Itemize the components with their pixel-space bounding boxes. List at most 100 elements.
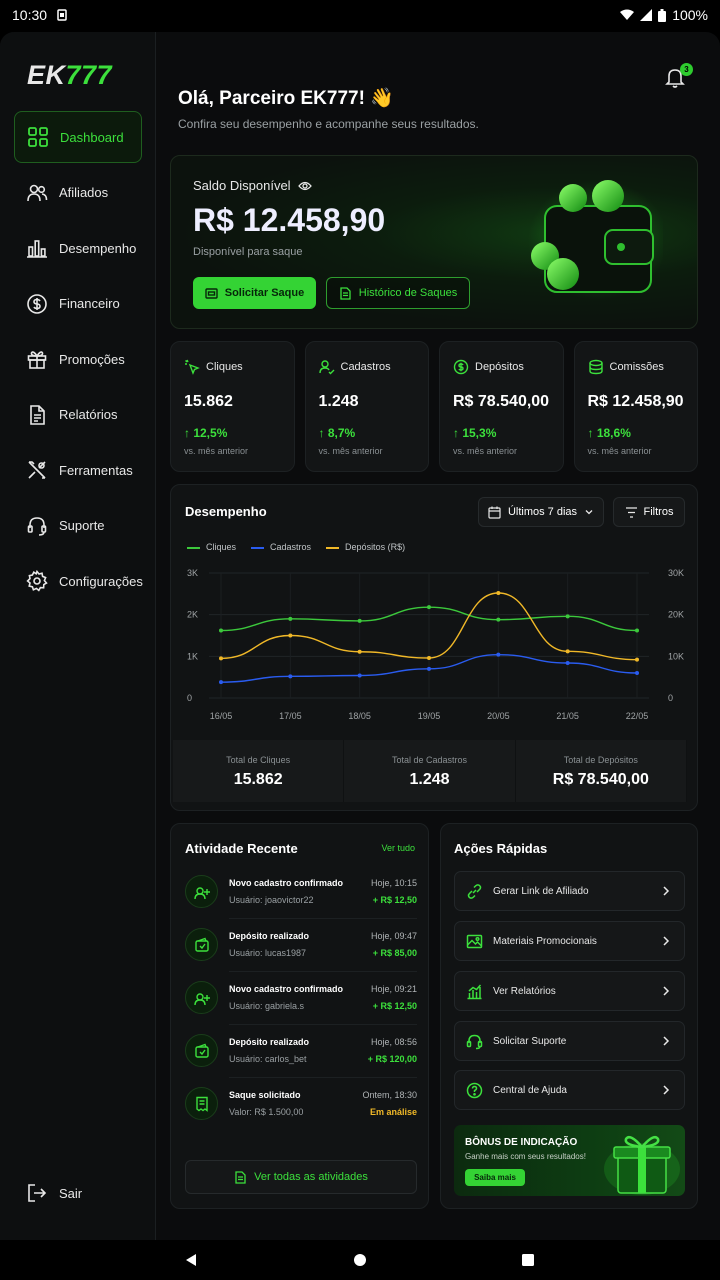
sidebar: EK777 Dashboard Afiliados Desempenho Fin… [0, 32, 156, 1240]
balance-label: Saldo Disponível [193, 178, 291, 193]
data-point-2 [288, 633, 293, 638]
performance-card: Desempenho Últimos 7 dias Filtros Clique… [170, 484, 698, 811]
x-tick-label: 16/05 [210, 711, 233, 721]
withdraw-history-label: Histórico de Saques [358, 287, 458, 299]
data-point-0 [427, 605, 431, 610]
see-all-link[interactable]: Ver tudo [381, 843, 415, 853]
data-point-0 [635, 628, 639, 633]
status-bar: 10:30 100% [0, 0, 720, 30]
stat-compare: vs. mês anterior [184, 446, 249, 456]
legend-item-depositos[interactable]: Depósitos (R$) [326, 542, 405, 552]
headset-icon [27, 516, 47, 536]
gift-icon [27, 351, 47, 369]
filter-icon [625, 506, 637, 518]
dollar-circle-icon [27, 293, 47, 314]
data-point-1 [635, 671, 639, 675]
view-all-activities-button[interactable]: Ver todas as atividades [185, 1160, 417, 1194]
sidebar-nav: Dashboard Afiliados Desempenho Financeir… [14, 111, 143, 611]
page-subtitle: Confira seu desempenho e acompanhe seus … [178, 117, 479, 131]
data-point-2 [635, 657, 639, 662]
stat-change: ↑ 12,5% [184, 426, 228, 440]
activity-icon-wrap [185, 1087, 218, 1120]
sidebar-item-ferramentas[interactable]: Ferramentas [14, 444, 142, 496]
withdraw-history-button[interactable]: Histórico de Saques [326, 277, 470, 309]
notification-badge: 3 [680, 63, 693, 76]
recents-icon[interactable] [521, 1253, 535, 1267]
bonus-title: BÔNUS DE INDICAÇÃO [465, 1137, 578, 1148]
quick-action-label: Ver Relatórios [493, 985, 556, 997]
quick-action-label: Gerar Link de Afiliado [493, 885, 589, 897]
stat-value: R$ 12.458,90 [587, 393, 684, 410]
sidebar-item-afiliados[interactable]: Afiliados [14, 167, 142, 219]
stat-change: ↑ 8,7% [318, 426, 356, 440]
app-window: EK777 Dashboard Afiliados Desempenho Fin… [0, 32, 720, 1240]
sidebar-item-configuracoes[interactable]: Configurações [14, 555, 143, 607]
document-icon [340, 286, 351, 300]
wifi-icon [620, 9, 635, 20]
quick-action-promo-materials[interactable]: Materiais Promocionais [454, 921, 685, 961]
quick-action-affiliate-link[interactable]: Gerar Link de Afiliado [454, 871, 685, 911]
total-label: Total de Cadastros [391, 755, 468, 765]
activity-item[interactable]: Novo cadastro confirmado Usuário: gabriel… [185, 981, 417, 1033]
filters-label: Filtros [643, 506, 674, 518]
quick-action-help-center[interactable]: Central de Ajuda [454, 1070, 685, 1110]
balance-caption: Disponível para saque [193, 246, 303, 258]
quick-action-label: Solicitar Suporte [493, 1035, 567, 1047]
activity-item[interactable]: Novo cadastro confirmado Usuário: joaovic… [185, 875, 417, 927]
user-check-icon [318, 360, 334, 375]
quick-action-support[interactable]: Solicitar Suporte [454, 1021, 685, 1061]
date-range-dropdown[interactable]: Últimos 7 dias [478, 497, 604, 527]
total-cliques: Total de Cliques 15.862 [173, 740, 345, 802]
stat-header: Comissões [588, 359, 664, 375]
y-tick-right: 10K [668, 651, 684, 661]
stat-compare: vs. mês anterior [318, 446, 383, 456]
legend-item-cliques[interactable]: Cliques [187, 542, 236, 552]
logout-button[interactable]: Sair [26, 1182, 82, 1204]
sidebar-item-relatorios[interactable]: Relatórios [14, 389, 142, 441]
wallet-icon [194, 937, 209, 952]
filters-button[interactable]: Filtros [613, 497, 685, 527]
gear-icon [26, 570, 48, 592]
data-point-1 [357, 673, 362, 678]
stat-label: Comissões [609, 361, 664, 373]
activity-icon-wrap [185, 981, 218, 1014]
total-cadastros: Total de Cadastros 1.248 [344, 740, 516, 802]
chevron-down-icon [585, 510, 593, 515]
stat-header: Cadastros [318, 359, 391, 375]
x-tick-label: 22/05 [626, 711, 649, 721]
activity-item[interactable]: Saque solicitado Valor: R$ 1.500,00 Ontem,… [185, 1087, 417, 1139]
back-icon[interactable] [184, 1253, 198, 1267]
chevron-right-icon [663, 986, 670, 996]
y-tick-left: 2K [187, 610, 198, 620]
signal-icon [640, 9, 653, 21]
activity-user: Usuário: gabriela.s [229, 1001, 305, 1011]
legend-swatch-cadastros [251, 546, 265, 549]
data-point-1 [427, 666, 431, 671]
activity-item[interactable]: Depósito realizado Usuário: carlos_bet Hoj… [185, 1034, 417, 1086]
sidebar-item-label: Promoções [59, 351, 125, 367]
sidebar-item-suporte[interactable]: Suporte [14, 500, 142, 552]
activity-title: Saque solicitado [229, 1090, 301, 1100]
brand-logo[interactable]: EK777 [27, 60, 112, 91]
performance-title: Desempenho [185, 504, 267, 519]
sidebar-item-promocoes[interactable]: Promoções [14, 333, 142, 385]
legend-item-cadastros[interactable]: Cadastros [251, 542, 311, 552]
learn-more-button[interactable]: Saiba mais [465, 1169, 525, 1186]
sidebar-item-label: Relatórios [59, 407, 118, 422]
data-point-0 [288, 616, 293, 621]
notifications-button[interactable]: 3 [664, 63, 693, 92]
image-icon [466, 934, 483, 948]
quick-action-reports[interactable]: Ver Relatórios [454, 971, 685, 1011]
activity-title: Depósito realizado [229, 931, 310, 941]
referral-bonus-banner[interactable]: BÔNUS DE INDICAÇÃO Ganhe mais com seus r… [454, 1125, 685, 1196]
user-plus-icon [193, 886, 210, 899]
sidebar-item-financeiro[interactable]: Financeiro [14, 278, 142, 330]
eye-icon[interactable] [297, 181, 312, 191]
activity-item[interactable]: Depósito realizado Usuário: lucas1987 Hoje… [185, 928, 417, 980]
battery-level: 100% [672, 7, 708, 23]
sidebar-item-desempenho[interactable]: Desempenho [14, 222, 142, 274]
sidebar-item-dashboard[interactable]: Dashboard [14, 111, 142, 163]
bar-chart-icon [27, 240, 47, 258]
withdraw-button[interactable]: Solicitar Saque [193, 277, 316, 309]
home-icon[interactable] [353, 1253, 367, 1267]
